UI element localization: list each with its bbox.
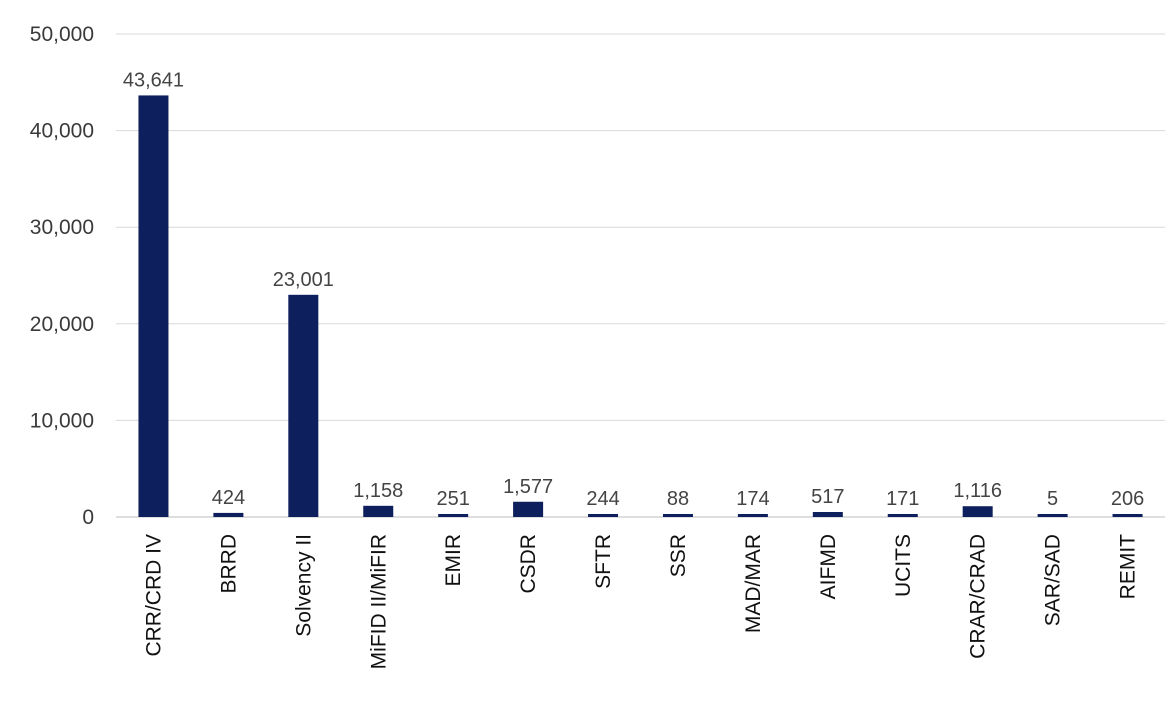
y-tick-label: 0 — [82, 506, 94, 529]
y-tick-label: 20,000 — [30, 313, 94, 336]
x-tick-label: SAR/SAD — [1042, 534, 1065, 626]
data-label: 517 — [811, 486, 844, 508]
data-label: 5 — [1047, 488, 1058, 510]
bar — [662, 514, 693, 517]
y-tick-label: 10,000 — [30, 409, 94, 432]
data-label: 88 — [667, 488, 689, 510]
x-tick-label: CRAR/CRAD — [967, 534, 990, 659]
bar — [513, 501, 544, 517]
bar — [288, 294, 319, 517]
x-tick-label: MiFID II/MiFIR — [367, 534, 390, 669]
bar — [962, 506, 993, 517]
x-tick-label: REMIT — [1117, 534, 1140, 600]
bar — [1037, 514, 1068, 517]
y-tick-label: 40,000 — [30, 120, 94, 143]
x-tick-label: AIFMD — [817, 534, 840, 599]
data-label: 1,577 — [503, 476, 553, 498]
y-tick-label: 50,000 — [30, 23, 94, 46]
x-tick-label: EMIR — [442, 534, 465, 587]
data-label: 171 — [886, 488, 919, 510]
bar — [363, 505, 394, 517]
data-label: 251 — [436, 488, 469, 510]
y-tick-label: 30,000 — [30, 216, 94, 239]
data-label: 1,158 — [353, 480, 403, 502]
bar — [1112, 514, 1143, 517]
data-label: 1,116 — [953, 480, 1002, 502]
data-label: 43,641 — [123, 69, 184, 91]
bar — [737, 514, 768, 517]
x-tick-label: SSR — [667, 534, 690, 577]
data-label: 424 — [212, 487, 245, 509]
x-tick-label: CRR/CRD IV — [142, 534, 165, 657]
data-label: 244 — [586, 488, 619, 510]
bar — [213, 512, 244, 517]
bar — [887, 514, 918, 517]
bar — [138, 95, 169, 517]
x-tick-label: CSDR — [517, 534, 540, 594]
data-label: 206 — [1111, 488, 1144, 510]
x-tick-label: MAD/MAR — [742, 534, 765, 633]
x-tick-label: SFTR — [592, 534, 615, 589]
x-tick-label: UCITS — [892, 534, 915, 597]
data-label: 174 — [736, 488, 769, 510]
bar — [438, 514, 469, 517]
bar — [588, 514, 619, 517]
x-tick-label: Solvency II — [292, 534, 315, 637]
bar — [812, 512, 843, 517]
data-label: 23,001 — [273, 269, 334, 291]
x-tick-label: BRRD — [217, 534, 240, 594]
